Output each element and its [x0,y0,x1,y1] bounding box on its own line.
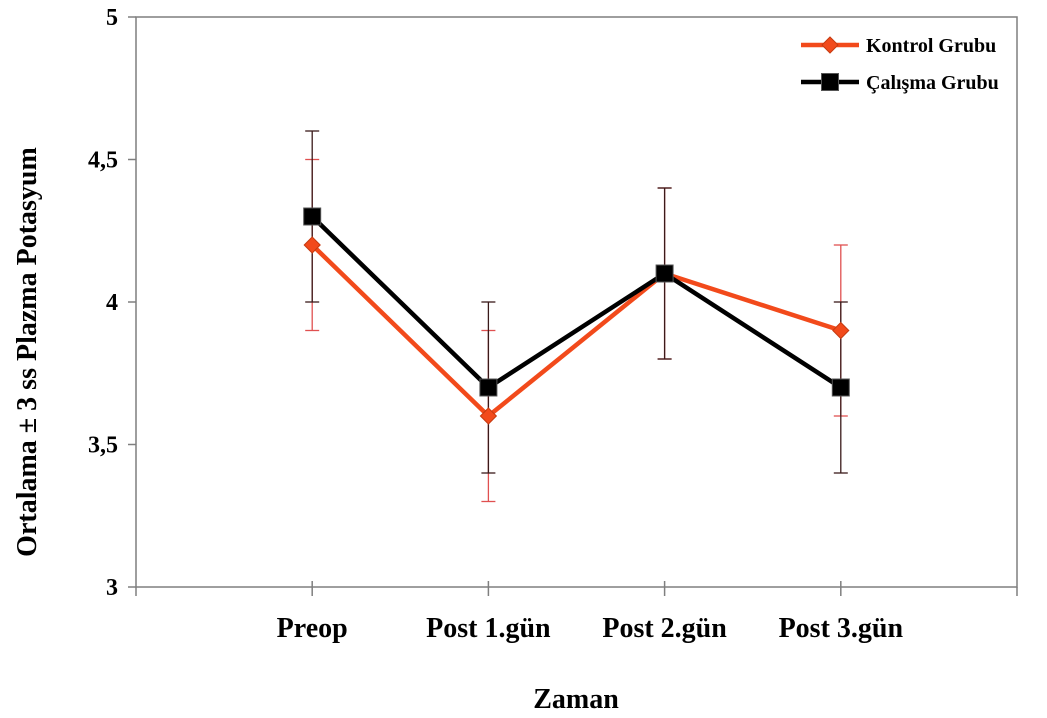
x-tick-label: Post 2.gün [602,613,727,644]
series-line [310,214,843,390]
y-tick-label: 3,5 [88,433,118,459]
data-point [303,236,321,254]
data-point [655,264,674,283]
y-tick-label: 4,5 [88,148,118,174]
data-point [479,378,498,397]
y-axis-title: Ortalama ± 3 ss Plazma Potasyum [12,147,43,557]
series-line [310,243,842,419]
legend: Kontrol Grubu Çalışma Grubu [801,35,999,94]
data-point [831,378,850,397]
axes: 3 3,5 4 4,5 5 Preop Post 1.gün Post 2.gün Post 3… [88,5,1018,644]
data-point [303,207,322,226]
x-tick-label: Post 3.gün [779,613,904,644]
y-tick-label: 3 [106,575,118,601]
plot-area [135,16,1018,588]
x-axis-title: Zaman [533,684,619,715]
legend-entry: Çalışma Grubu [866,72,999,94]
y-tick-label: 4 [106,290,118,316]
x-tick-label: Preop [277,613,348,644]
y-tick-label: 5 [106,5,118,31]
data-point [479,407,498,425]
data-point [821,73,839,91]
data-point [832,321,850,340]
series [303,207,850,425]
x-tick-label: Post 1.gün [426,613,551,644]
data-point [821,36,839,54]
legend-entry: Kontrol Grubu [866,35,996,57]
